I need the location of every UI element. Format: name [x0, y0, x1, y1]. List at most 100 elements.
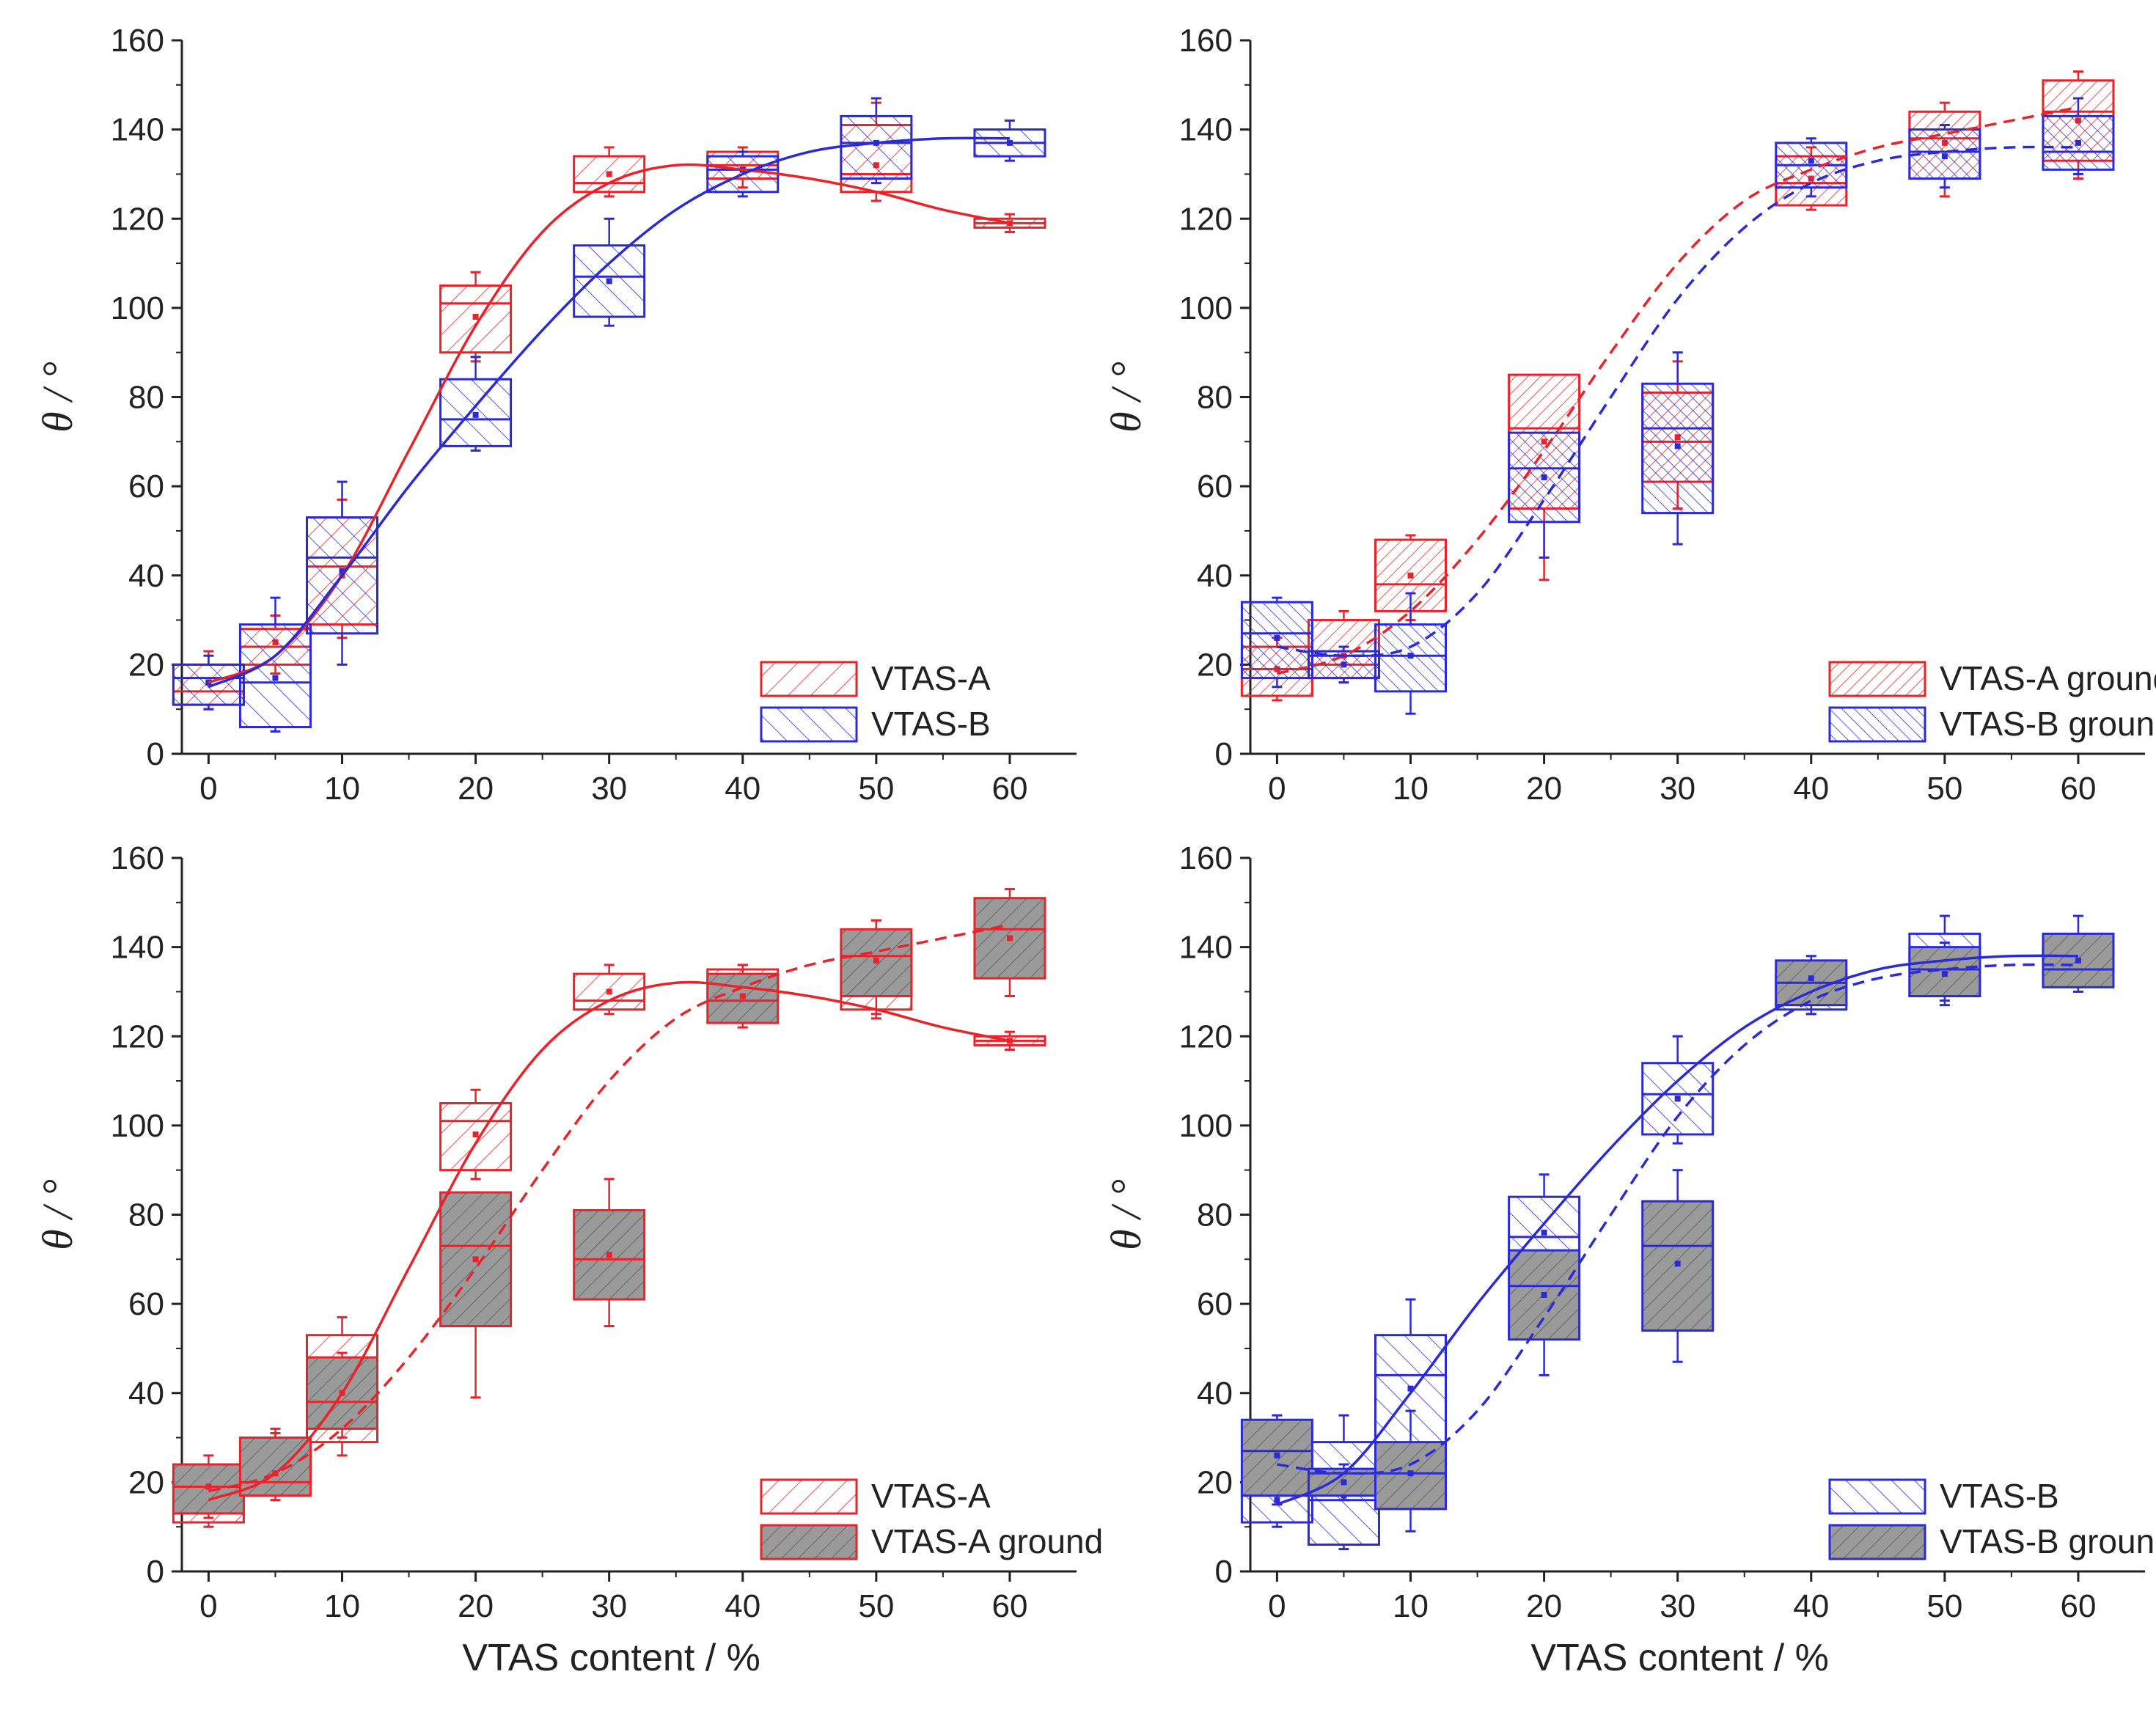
y-axis-label: θ / ° — [1102, 1179, 1150, 1250]
legend-swatch — [760, 1524, 858, 1560]
mean-marker — [1674, 1096, 1681, 1102]
y-tick-label: 160 — [1179, 840, 1233, 876]
x-tick-label: 30 — [591, 1588, 627, 1624]
box-vtas-a-ground-50 — [840, 919, 913, 1016]
x-tick-label: 0 — [1268, 771, 1286, 807]
y-tick-label: 40 — [1197, 1376, 1233, 1412]
legend-entry: VTAS-B ground — [1828, 1522, 2156, 1560]
box-vtas-a-20 — [439, 1088, 513, 1181]
y-tick-label: 40 — [128, 558, 164, 594]
x-tick-label: 50 — [1926, 1588, 1962, 1624]
y-tick-label: 0 — [147, 736, 164, 772]
mean-marker — [1006, 935, 1013, 942]
y-tick-label: 20 — [128, 647, 164, 683]
mean-marker — [1006, 139, 1013, 146]
mean-marker — [1541, 1229, 1547, 1236]
mean-marker — [2075, 957, 2081, 964]
mean-marker — [339, 568, 345, 574]
legend-entry: VTAS-A — [760, 659, 991, 697]
mean-marker — [1941, 971, 1948, 977]
mean-marker — [606, 988, 612, 995]
box-vtas-a-30 — [573, 146, 646, 198]
x-tick-label: 0 — [199, 771, 217, 807]
y-tick-label: 60 — [1197, 469, 1233, 504]
y-tick-label: 120 — [111, 201, 164, 237]
panel-bottom-left: 0 20 40 60 80 100 120 140 160 0 10 20 30 40 50 60 θ / ° V… — [34, 840, 1103, 1679]
mean-marker — [472, 314, 479, 320]
mean-marker — [1341, 661, 1347, 668]
mean-marker — [272, 675, 279, 681]
x-tick-label: 60 — [991, 771, 1027, 807]
mean-marker — [1541, 1291, 1547, 1298]
panel-bottom-right: 0 20 40 60 80 100 120 140 160 0 10 20 30 40 50 60 θ / ° V… — [1102, 840, 2156, 1679]
y-tick-label: 120 — [111, 1019, 164, 1054]
x-tick-label: 30 — [1660, 771, 1695, 807]
fit-curve-vtas-b-ground — [1277, 145, 2078, 658]
legend-entry: VTAS-A — [760, 1477, 991, 1515]
y-tick-label: 140 — [1179, 112, 1233, 148]
legend-entry: VTAS-B — [1828, 1477, 2059, 1515]
mean-marker — [739, 993, 746, 999]
y-tick-label: 100 — [111, 290, 164, 326]
x-tick-label: 0 — [1268, 1588, 1286, 1624]
box-body — [840, 114, 913, 180]
mean-marker — [1407, 572, 1414, 579]
y-tick-label: 160 — [111, 840, 164, 876]
box-vtas-a-ground-5 — [238, 1427, 312, 1502]
y-tick-label: 120 — [1179, 201, 1233, 237]
box-vtas-b-ground-30 — [1641, 351, 1715, 546]
legend-entry: VTAS-B — [760, 705, 991, 743]
x-tick-label: 50 — [858, 771, 894, 807]
box-body — [439, 1101, 513, 1172]
y-tick-label: 60 — [128, 469, 164, 504]
legend-swatch — [760, 1478, 858, 1515]
legend-label: VTAS-B — [871, 705, 991, 743]
x-tick-label: 60 — [2060, 771, 2096, 807]
x-tick-label: 10 — [324, 771, 360, 807]
box-vtas-a-ground-60 — [973, 888, 1046, 998]
legend-label: VTAS-A ground — [871, 1522, 1103, 1560]
y-tick-label: 40 — [128, 1376, 164, 1412]
box-vtas-b-ground-60 — [2042, 97, 2115, 175]
x-tick-label: 40 — [725, 1588, 760, 1624]
mean-marker — [2075, 139, 2081, 146]
y-tick-label: 20 — [128, 1464, 164, 1500]
y-tick-label: 0 — [1215, 1554, 1233, 1590]
mean-marker — [1341, 1479, 1347, 1486]
x-tick-label: 0 — [199, 1588, 217, 1624]
legend-entry: VTAS-B ground — [1828, 705, 2156, 743]
x-axis-label: VTAS content / % — [462, 1637, 760, 1679]
panel-top-right: 0 20 40 60 80 100 120 140 160 0 10 20 30 40 50 60 θ / ° V… — [1102, 23, 2156, 807]
mean-marker — [472, 411, 479, 418]
box-vtas-b-50 — [840, 97, 913, 185]
y-tick-label: 100 — [1179, 1108, 1233, 1144]
box-vtas-a-30 — [573, 964, 646, 1016]
mean-marker — [1407, 653, 1414, 659]
x-tick-label: 10 — [1393, 1588, 1429, 1624]
mean-marker — [472, 1256, 479, 1263]
fit-curve-vtas-b — [1276, 954, 2078, 1506]
legend-label: VTAS-B ground — [1940, 705, 2156, 743]
y-tick-label: 40 — [1197, 558, 1233, 594]
box-vtas-b-ground-50 — [1908, 942, 1981, 1007]
mean-marker — [1274, 1452, 1280, 1458]
box-vtas-b-5 — [238, 596, 312, 733]
x-tick-label: 40 — [1793, 1588, 1829, 1624]
box-vtas-b-ground-5 — [1307, 1463, 1380, 1502]
box-vtas-b-0 — [172, 654, 245, 711]
mean-marker — [606, 1252, 612, 1258]
legend-label: VTAS-A ground — [1940, 659, 2156, 697]
y-tick-label: 20 — [1197, 647, 1233, 683]
fit-curve-vtas-a-ground — [208, 923, 1011, 1493]
y-tick-label: 100 — [1179, 290, 1233, 326]
box-vtas-a-ground-20 — [439, 1191, 513, 1399]
legend-swatch — [1828, 1478, 1926, 1515]
y-axis-label: θ / ° — [1102, 362, 1150, 433]
fit-curve-vtas-a-ground — [1276, 106, 2079, 675]
x-tick-label: 20 — [1526, 771, 1562, 807]
legend-label: VTAS-A — [871, 1477, 991, 1515]
box-vtas-b-ground-10 — [1374, 592, 1448, 715]
mean-marker — [606, 278, 612, 285]
y-tick-label: 60 — [1197, 1286, 1233, 1322]
